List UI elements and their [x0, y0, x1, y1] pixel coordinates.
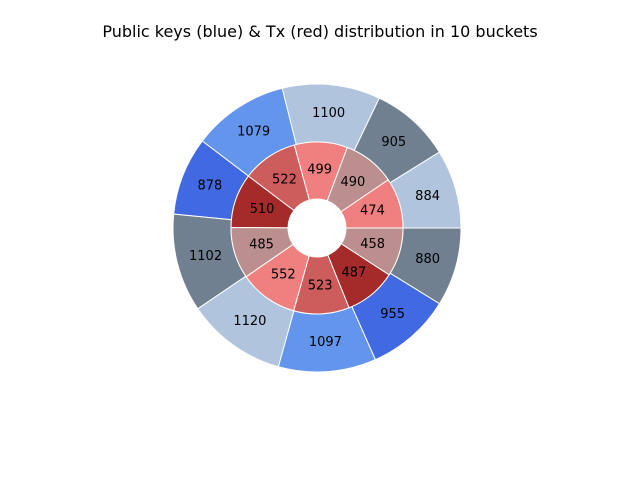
inner-slice-label-8: 523 [308, 278, 333, 293]
outer-ring [172, 83, 462, 373]
data-labels: 884 905 1100 1079 878 1102 1120 1097 955 880 474 49… [189, 106, 440, 350]
inner-slice-label-5: 510 [250, 202, 275, 217]
outer-slice-label-8: 1097 [309, 335, 342, 350]
outer-slice-label-1: 884 [415, 189, 440, 204]
outer-slice-label-10: 880 [415, 252, 440, 267]
outer-slice-label-5: 878 [197, 179, 222, 194]
inner-slice-label-7: 552 [271, 268, 296, 283]
outer-slice-label-4: 1079 [237, 125, 270, 140]
outer-slice-label-3: 1100 [312, 106, 345, 121]
inner-slice-label-2: 490 [340, 175, 365, 190]
inner-slice-label-6: 485 [249, 238, 274, 253]
outer-slice-label-7: 1120 [233, 314, 266, 329]
inner-slice-label-10: 458 [360, 237, 385, 252]
inner-slice-label-1: 474 [360, 203, 385, 218]
outer-slice-label-6: 1102 [189, 249, 222, 264]
inner-slice-label-9: 487 [341, 265, 366, 280]
inner-ring [230, 141, 404, 315]
inner-slice-label-4: 522 [272, 172, 297, 187]
chart-title: Public keys (blue) & Tx (red) distributi… [102, 22, 538, 41]
inner-slice-10 [340, 227, 404, 276]
outer-slice-label-9: 955 [380, 307, 405, 322]
inner-slice-label-3: 499 [307, 163, 332, 178]
outer-slice-label-2: 905 [381, 135, 406, 150]
